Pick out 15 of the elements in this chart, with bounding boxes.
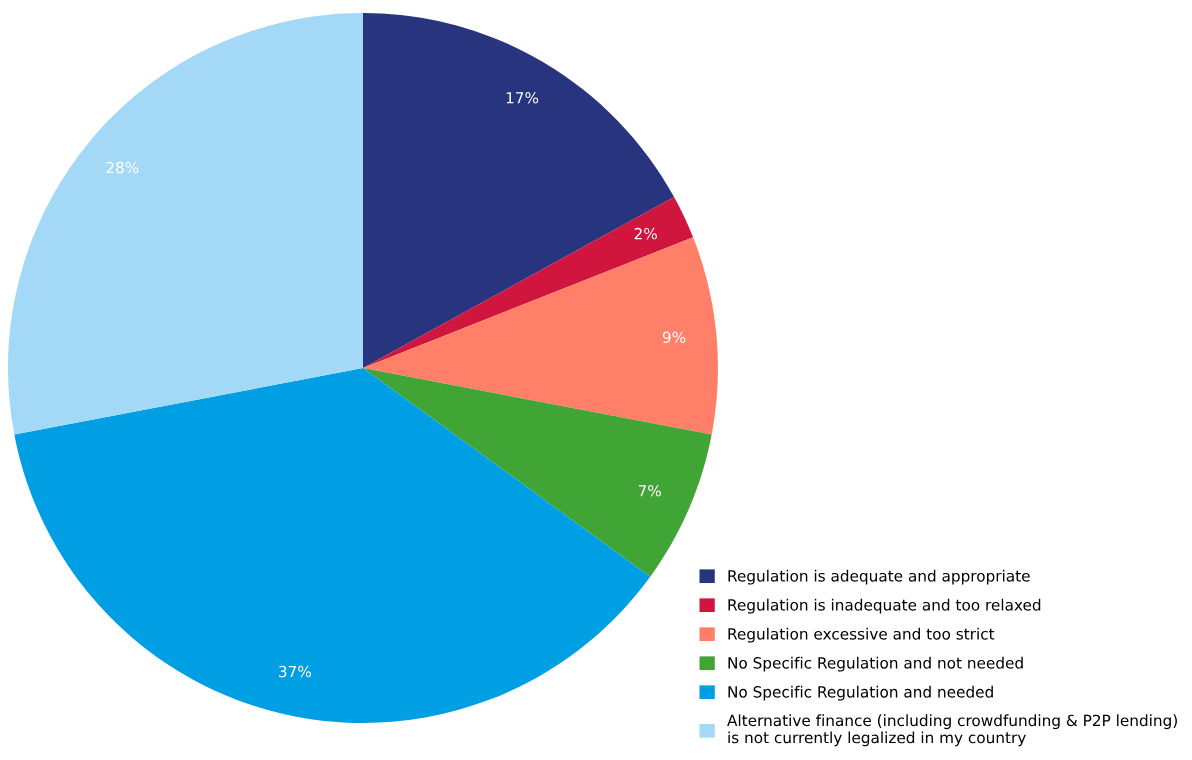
legend-label: No Specific Regulation and not needed	[728, 656, 1023, 672]
data-label: 28%	[106, 161, 139, 174]
data-label: 2%	[634, 227, 657, 240]
pie-slice	[363, 368, 712, 577]
pie-slice	[8, 13, 363, 435]
data-label: 9%	[662, 331, 686, 344]
legend-label: Regulation excessive and too strict	[728, 627, 995, 643]
legend-label: No Specific Regulation and needed	[728, 685, 993, 701]
legend-label: Regulation is adequate and appropriate	[728, 569, 1030, 585]
data-label: 7%	[638, 484, 661, 497]
legend-label: Alternative finance (including crowdfunding & P2P lending) is not currently legalized in my country	[727, 714, 1177, 747]
data-label: 37%	[279, 665, 311, 678]
data-label: 17%	[506, 91, 539, 104]
pie-slice	[363, 196, 694, 368]
legend-label: Regulation is inadequate and too relaxed	[728, 598, 1041, 614]
